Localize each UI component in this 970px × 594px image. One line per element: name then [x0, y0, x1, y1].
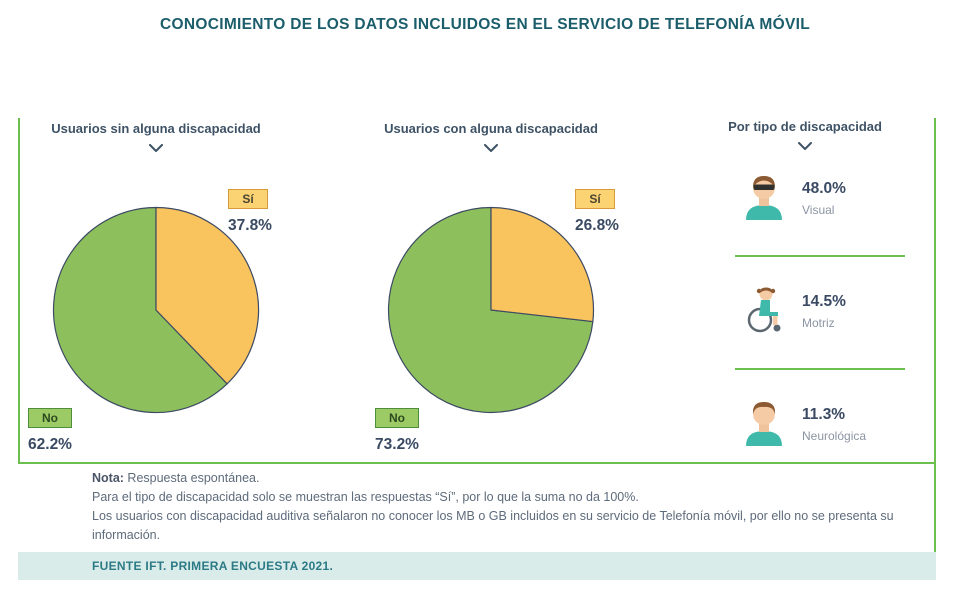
person-sunglasses-icon: [740, 172, 788, 220]
visual-percent: 48.0%: [802, 180, 846, 197]
panel-divider: [735, 368, 905, 370]
no-percent-value: 62.2%: [28, 436, 72, 453]
motriz-label: Motriz: [802, 316, 835, 330]
chevron-down-icon[interactable]: [149, 139, 163, 157]
no-legend-badge: No: [375, 408, 419, 428]
motriz-percent: 14.5%: [802, 293, 846, 310]
chevron-down-icon[interactable]: [484, 139, 498, 157]
no-percent-value: 73.2%: [375, 436, 419, 453]
page-title: CONOCIMIENTO DE LOS DATOS INCLUIDOS EN E…: [160, 16, 810, 33]
note-line: Nota: Respuesta espontánea.: [92, 471, 260, 485]
chart2-subtitle: Usuarios con alguna discapacidad: [384, 121, 598, 136]
note-prefix: Nota:: [92, 471, 124, 485]
no-legend-badge: No: [28, 408, 72, 428]
person-wheelchair-icon: [740, 285, 788, 333]
yes-percent-value: 37.8%: [228, 217, 272, 234]
yes-percent-value: 26.8%: [575, 217, 619, 234]
source-text: FUENTE IFT. PRIMERA ENCUESTA 2021.: [92, 559, 334, 573]
side-panel-title: Por tipo de discapacidad: [728, 119, 882, 134]
chart1-subtitle: Usuarios sin alguna discapacidad: [51, 121, 261, 136]
yes-legend-badge: Sí: [575, 189, 615, 209]
right-green-divider: [934, 118, 936, 580]
person-icon: [740, 398, 788, 446]
note-line: Para el tipo de discapacidad solo se mue…: [92, 490, 639, 504]
pie-chart-sin-discapacidad: [52, 206, 260, 414]
pie-chart-con-discapacidad: [387, 206, 595, 414]
left-green-divider: [18, 118, 20, 464]
note-line: Los usuarios con discapacidad auditiva s…: [92, 509, 894, 542]
source-bar: FUENTE IFT. PRIMERA ENCUESTA 2021.: [18, 552, 936, 580]
notes-block: Nota: Respuesta espontánea. Para el tipo…: [92, 469, 924, 545]
neurologica-label: Neurológica: [802, 429, 867, 443]
panel-divider: [735, 255, 905, 257]
visual-label: Visual: [802, 203, 835, 217]
neurologica-percent: 11.3%: [802, 406, 846, 423]
yes-legend-badge: Sí: [228, 189, 268, 209]
chevron-down-icon[interactable]: [798, 137, 812, 155]
horizontal-green-divider: [18, 462, 936, 464]
